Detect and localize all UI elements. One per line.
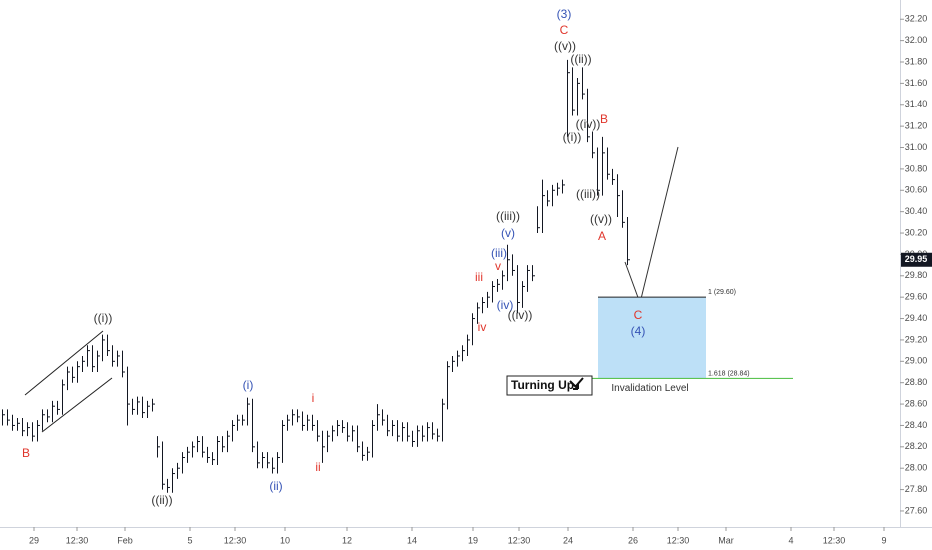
y-tick-label: 31.80 xyxy=(905,56,928,66)
level-label: 1 (29.60) xyxy=(708,289,736,296)
y-tick-label: 29.00 xyxy=(905,356,928,366)
wave-label: ((iv)) xyxy=(576,117,601,131)
wave-label: ((i)) xyxy=(563,130,582,144)
x-tick-label: 14 xyxy=(407,535,417,545)
level-label: 1.618 (28.84) xyxy=(708,370,750,377)
x-tick-label: 12:30 xyxy=(667,535,690,545)
badge-text: Turning Up xyxy=(511,378,574,392)
wave-label: (v) xyxy=(501,226,515,240)
target-zone xyxy=(598,297,706,379)
x-tick-label: Mar xyxy=(718,535,734,545)
wave-label: i xyxy=(312,391,315,405)
last-price-label: 29.95 xyxy=(905,254,928,264)
x-tick-label: 29 xyxy=(29,535,39,545)
y-tick-label: 29.40 xyxy=(905,313,928,323)
x-tick-label: 12 xyxy=(342,535,352,545)
wave-label: B xyxy=(22,446,30,460)
y-tick-label: 27.60 xyxy=(905,505,928,515)
x-tick-label: Feb xyxy=(117,535,133,545)
y-tick-label: 28.20 xyxy=(905,441,928,451)
y-tick-label: 30.80 xyxy=(905,163,928,173)
x-tick-label: 10 xyxy=(280,535,290,545)
wave-label: ((iii)) xyxy=(576,187,600,201)
y-tick-label: 30.40 xyxy=(905,206,928,216)
x-tick-label: 12:30 xyxy=(224,535,247,545)
wave-label: (ii) xyxy=(269,479,282,493)
y-tick-label: 31.60 xyxy=(905,78,928,88)
wave-label: ii xyxy=(315,460,320,474)
wave-label: B xyxy=(600,112,608,126)
wave-label: ((v)) xyxy=(590,212,612,226)
y-tick-label: 27.80 xyxy=(905,484,928,494)
y-tick-label: 28.60 xyxy=(905,398,928,408)
y-tick-label: 31.40 xyxy=(905,99,928,109)
wave-label: (3) xyxy=(557,7,572,21)
wave-label: (i) xyxy=(243,378,254,392)
y-tick-label: 28.40 xyxy=(905,420,928,430)
x-tick-label: 12:30 xyxy=(66,535,89,545)
x-tick-label: 12:30 xyxy=(823,535,846,545)
y-tick-label: 29.20 xyxy=(905,334,928,344)
wave-label: C xyxy=(560,23,569,37)
wave-label: (iii) xyxy=(491,246,507,260)
y-tick-label: 29.60 xyxy=(905,292,928,302)
wave-label: ((iii)) xyxy=(496,209,520,223)
x-tick-label: 24 xyxy=(563,535,573,545)
badge-arrow xyxy=(569,377,584,390)
wave-label: ((iv)) xyxy=(508,308,533,322)
wave-label: A xyxy=(598,229,606,243)
x-tick-label: 9 xyxy=(881,535,886,545)
wave-label: ((v)) xyxy=(554,39,576,53)
x-tick-label: 19 xyxy=(468,535,478,545)
y-tick-label: 30.60 xyxy=(905,185,928,195)
wave-label: ((ii)) xyxy=(151,493,172,507)
y-tick-label: 31.00 xyxy=(905,142,928,152)
level-note: Invalidation Level xyxy=(611,383,688,394)
wave-label: v xyxy=(495,259,501,273)
last-price-tag xyxy=(901,252,932,267)
y-tick-label: 28.00 xyxy=(905,463,928,473)
wave-label: ((ii)) xyxy=(570,52,591,66)
x-tick-label: 12:30 xyxy=(508,535,531,545)
y-tick-label: 30.20 xyxy=(905,227,928,237)
y-tick-label: 29.80 xyxy=(905,270,928,280)
wave-label: (iv) xyxy=(497,298,514,312)
wave-label: C xyxy=(634,308,643,322)
x-tick-label: 4 xyxy=(788,535,793,545)
x-tick-label: 5 xyxy=(187,535,192,545)
wave-label: iii xyxy=(475,270,483,284)
y-tick-label: 28.80 xyxy=(905,377,928,387)
channel-line xyxy=(41,377,113,433)
wave-label: iv xyxy=(478,320,487,334)
y-tick-label: 31.20 xyxy=(905,121,928,131)
y-tick-label: 32.00 xyxy=(905,35,928,45)
x-tick-label: 26 xyxy=(628,535,638,545)
wave-label: ((i)) xyxy=(94,311,113,325)
wave-label: (4) xyxy=(631,324,646,338)
channel-line xyxy=(24,330,104,396)
y-tick-label: 32.20 xyxy=(905,14,928,24)
